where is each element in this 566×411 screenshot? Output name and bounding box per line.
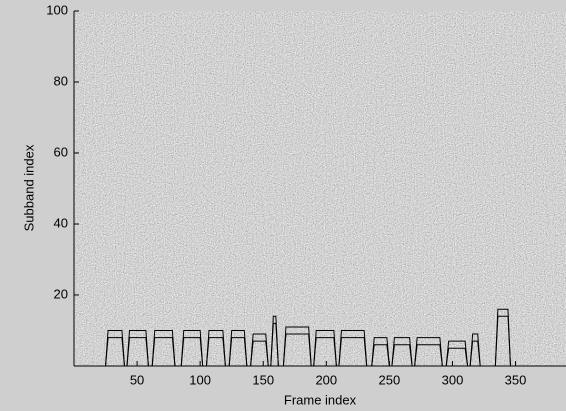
x-tick-label: 250 bbox=[379, 372, 401, 387]
y-tick-label: 100 bbox=[46, 2, 68, 17]
x-tick-label: 300 bbox=[442, 372, 464, 387]
y-tick-label: 60 bbox=[54, 144, 68, 159]
series-group bbox=[105, 308, 511, 366]
series-line bbox=[105, 315, 511, 366]
y-axis-label: Subband index bbox=[21, 144, 36, 231]
y-tick-label: 40 bbox=[54, 215, 68, 230]
x-tick-label: 50 bbox=[130, 372, 144, 387]
spectrogram-noise bbox=[74, 11, 566, 366]
x-tick-label: 350 bbox=[505, 372, 527, 387]
y-tick-label: 20 bbox=[54, 286, 68, 301]
series-line bbox=[105, 308, 511, 366]
x-tick-label: 200 bbox=[315, 372, 337, 387]
x-tick-label: 150 bbox=[252, 372, 274, 387]
x-axis-label: Frame index bbox=[284, 392, 357, 407]
y-tick-label: 80 bbox=[54, 73, 68, 88]
x-tick-label: 100 bbox=[189, 372, 211, 387]
